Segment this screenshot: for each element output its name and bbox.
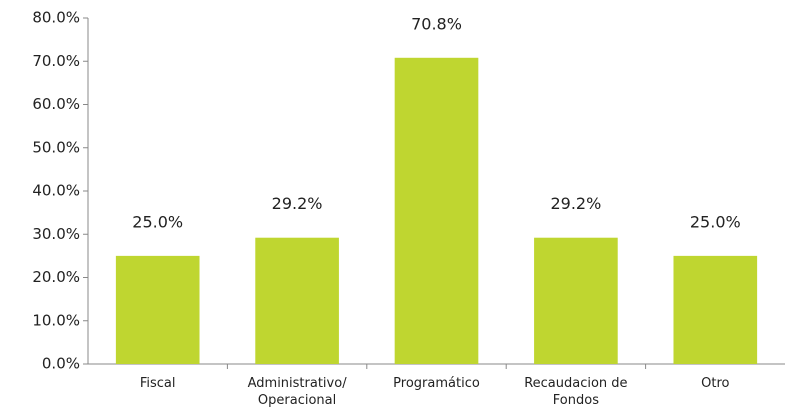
bar [534,237,618,364]
x-tick-label: Programático [393,376,480,391]
y-tick-label: 0.0% [42,355,80,373]
y-tick-label: 10.0% [32,311,80,329]
x-tick-label: Fiscal [139,376,176,391]
value-label: 29.2% [550,194,601,213]
x-tick-label: Recaudacion de Fondos [524,376,628,408]
y-tick-label: 20.0% [32,268,80,286]
value-label: 25.0% [132,212,183,231]
bar [115,255,200,364]
value-label: 25.0% [690,212,741,231]
value-label: 70.8% [411,14,462,33]
y-tick-label: 50.0% [32,138,80,156]
y-tick-label: 70.0% [32,52,80,70]
y-tick-label: 40.0% [32,182,80,200]
y-tick-label: 60.0% [32,95,80,113]
y-tick-label: 30.0% [32,225,80,243]
value-label: 29.2% [272,194,323,213]
x-tick-label: Otro [701,376,730,391]
y-tick-label: 80.0% [32,9,80,27]
bar [394,57,479,364]
bar [673,255,758,364]
bar [255,237,339,364]
x-tick-label: Administrativo/ Operacional [247,376,347,408]
